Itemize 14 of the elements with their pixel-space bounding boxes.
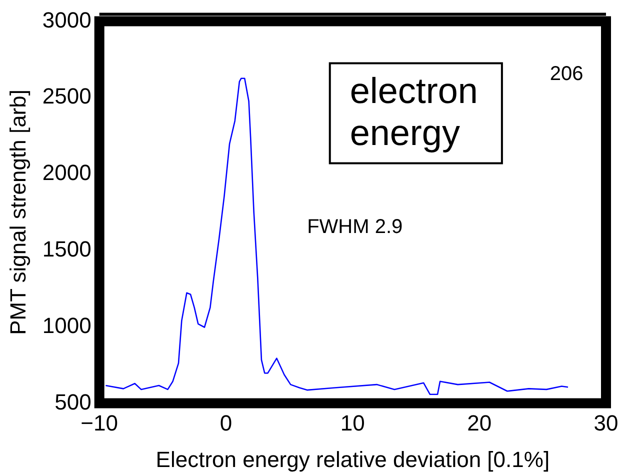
annotation: electron energy [350,70,478,154]
annotation: 206 [550,63,584,86]
x-axis-title: Electron energy relative deviation [0.1%] [156,446,550,472]
y-tick-label: 1500 [42,236,92,262]
x-tick-label: 20 [467,410,492,436]
y-tick-label: 1000 [42,312,92,338]
y-tick-label: 2500 [42,84,92,109]
x-tick-label: 10 [340,410,365,436]
x-tick-label: 0 [220,410,232,436]
x-tick-label: 30 [594,410,618,436]
y-axis-title: PMT signal strength [arb] [5,90,30,335]
y-tick-label: 3000 [42,7,92,32]
annotation: FWHM 2.9 [307,216,403,238]
y-tick-label: 2000 [42,160,92,186]
